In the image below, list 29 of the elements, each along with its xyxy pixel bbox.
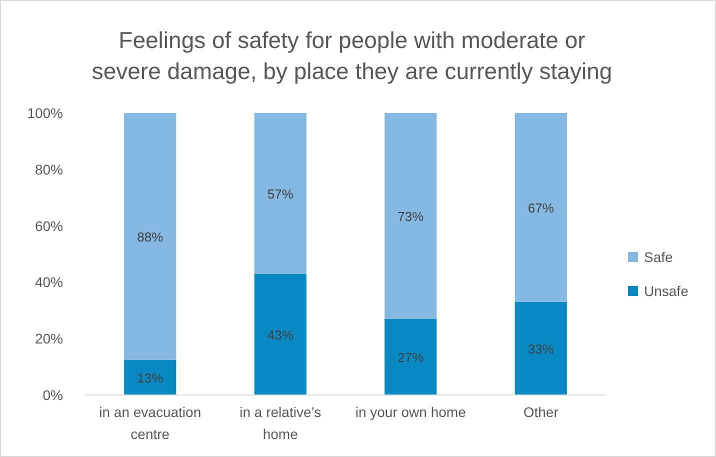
data-label: 13% (137, 370, 164, 386)
y-tick-label: 40% (34, 274, 63, 290)
bar (384, 318, 437, 395)
x-tick-label: in a relative’s home (240, 404, 322, 442)
bar (384, 113, 437, 319)
bar (124, 113, 176, 360)
data-label: 88% (137, 229, 164, 244)
bar (514, 113, 567, 302)
data-label: 43% (267, 327, 294, 342)
x-tick-label: in your own home (355, 404, 466, 420)
bar (254, 274, 306, 395)
y-tick-label: 0% (42, 387, 63, 403)
x-tick-label: in an evacuation centre (99, 404, 202, 442)
x-tick-label: Other (523, 404, 559, 420)
y-tick-label: 100% (27, 105, 63, 121)
data-label: 27% (398, 350, 424, 365)
data-label: 67% (528, 200, 554, 216)
y-tick-label: 60% (34, 218, 63, 234)
bar (514, 302, 567, 395)
y-tick-label: 20% (34, 330, 63, 347)
legend-label: Unsafe (644, 283, 689, 299)
chart-title: Feelings of safety for people with moderate or severe damage, by place they are currently staying (92, 27, 612, 84)
data-label: 33% (528, 341, 554, 356)
data-label: 57% (267, 186, 294, 202)
legend-label: Safe (644, 249, 674, 265)
y-tick-label: 80% (34, 161, 63, 178)
bar (254, 113, 306, 274)
bar (124, 360, 176, 395)
data-label: 73% (398, 208, 424, 224)
